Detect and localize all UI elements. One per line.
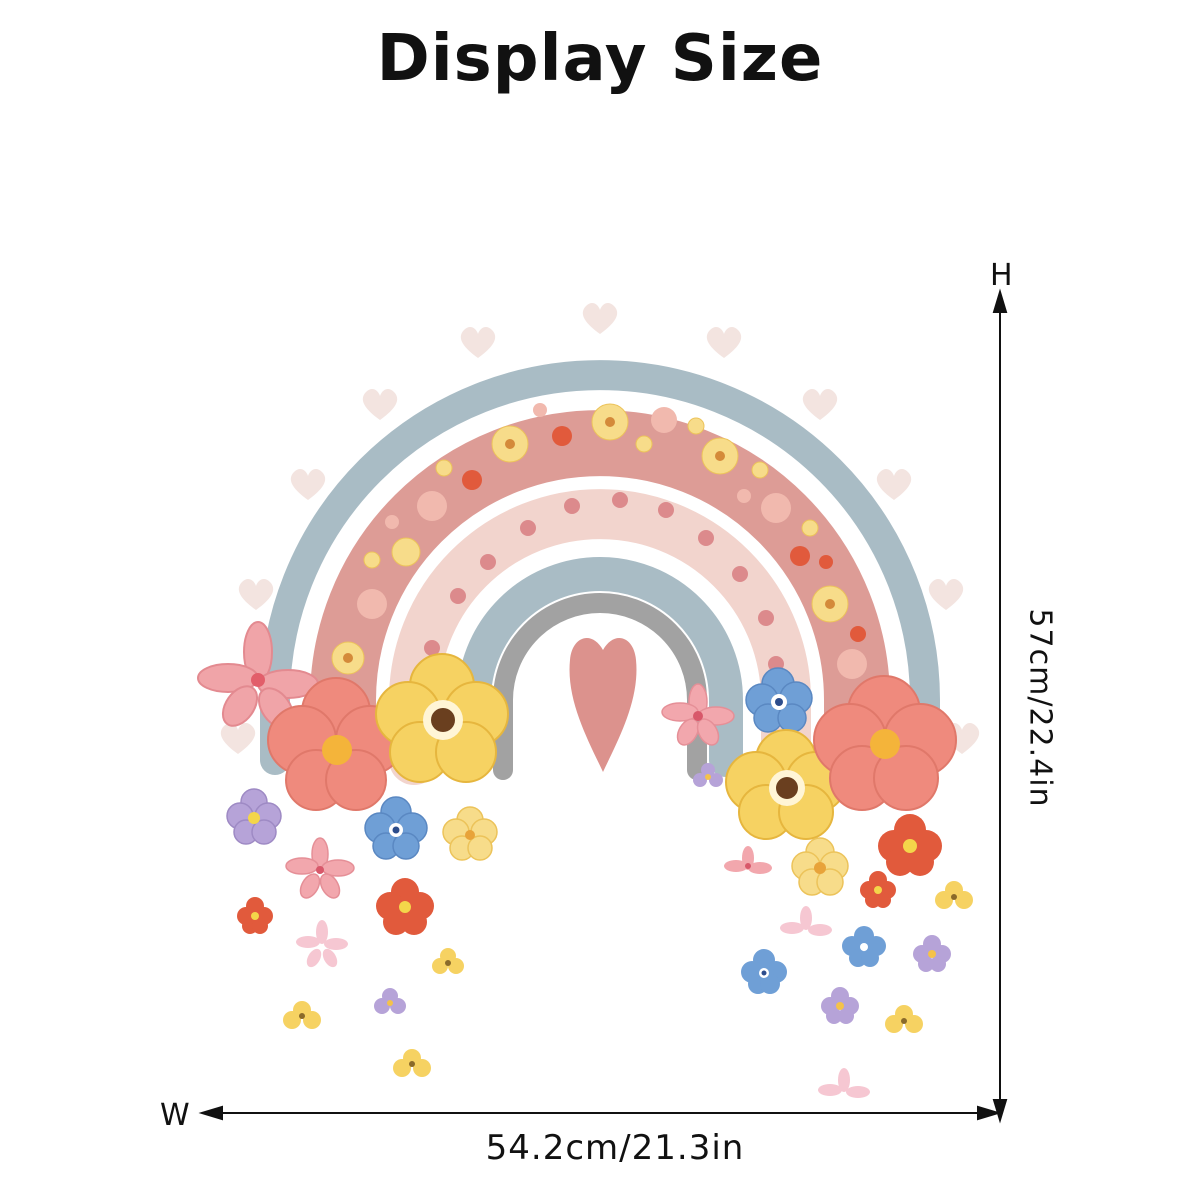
- height-arrow-bottom: [992, 1099, 1008, 1124]
- band-dots: [424, 492, 784, 672]
- band-flowers: [331, 403, 867, 679]
- width-dimension: 54.2cm/21.3in: [485, 1128, 745, 1168]
- center-heart: [569, 637, 637, 772]
- height-letter: H: [990, 258, 1013, 293]
- width-arrow-left: [198, 1105, 223, 1121]
- height-dimension: 57cm/22.4in: [1022, 608, 1058, 808]
- falling-flowers: [226, 788, 973, 1098]
- width-letter: W: [160, 1098, 190, 1133]
- dimension-arrows: [198, 288, 1008, 1124]
- width-arrow-right: [977, 1105, 1002, 1121]
- page-title: Display Size: [376, 22, 824, 96]
- large-flowers: [197, 621, 957, 840]
- height-arrow-top: [992, 288, 1008, 313]
